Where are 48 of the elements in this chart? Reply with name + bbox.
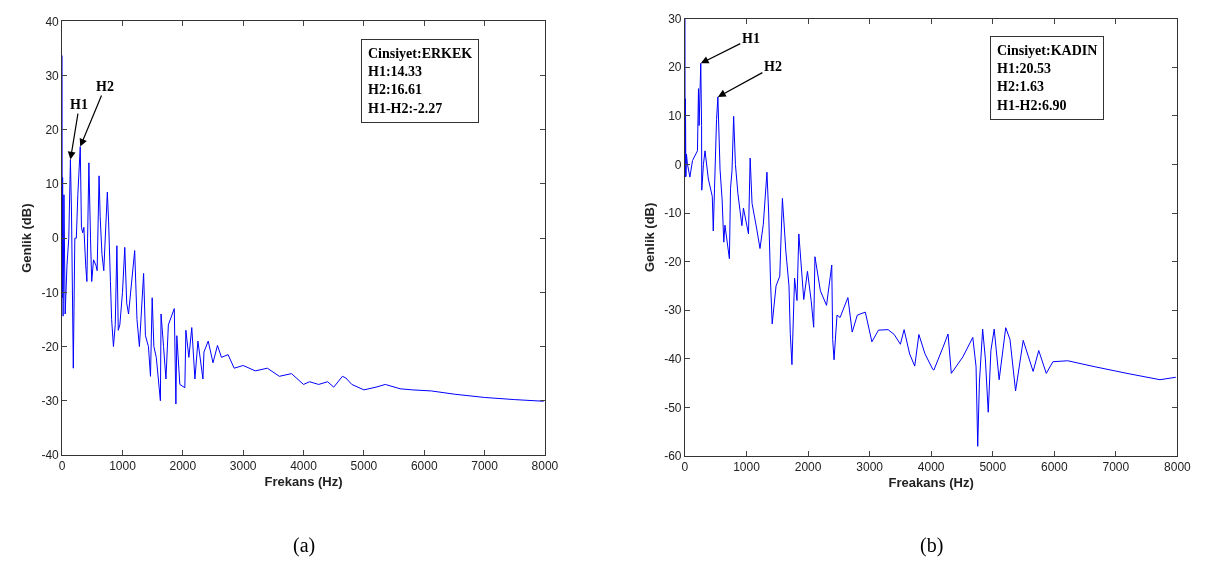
y-tick-label: 40: [45, 14, 60, 29]
x-tick-label: 1000: [733, 460, 761, 475]
y-tick-label: 20: [45, 122, 60, 137]
y-tick-label: -20: [41, 339, 60, 354]
y-tick-label: -50: [664, 400, 682, 415]
y-tick-label: -10: [41, 285, 60, 300]
annotation: Cinsiyet:KADIN H1:20.53 H2:1.63 H1-H2:6.90: [997, 43, 1098, 113]
annotation: H2: [764, 59, 782, 74]
x-tick-label: 6000: [410, 459, 438, 474]
y-tick-label: -40: [664, 352, 682, 367]
x-tick-label: 2000: [169, 459, 197, 474]
annotation: H2: [96, 79, 114, 94]
y-tick-label: 10: [668, 109, 682, 124]
y-axis-title: Genlik (dB): [642, 202, 658, 272]
x-tick-label: 3000: [856, 460, 884, 475]
x-tick-label: 8000: [531, 459, 559, 474]
x-tick-label: 2000: [794, 460, 822, 475]
y-tick-label: -20: [664, 254, 682, 269]
y-axis-title: Genlik (dB): [19, 203, 35, 273]
y-tick-label: 0: [52, 231, 60, 246]
x-tick-label: 4000: [290, 459, 318, 474]
x-tick-label: 6000: [1040, 460, 1068, 475]
x-tick-label: 1000: [109, 459, 137, 474]
annotation: H1: [742, 31, 760, 46]
text: (b): [920, 534, 944, 557]
x-axis-title: Frekans (Hz): [264, 473, 343, 489]
y-tick-label: 10: [45, 177, 60, 192]
y-tick-label: 30: [668, 11, 682, 26]
y-tick-label: -30: [41, 393, 60, 408]
text: (a): [293, 534, 316, 557]
x-tick-label: 7000: [471, 459, 499, 474]
x-axis-title: Freakans (Hz): [888, 474, 974, 490]
line-series: [684, 18, 1177, 447]
y-tick-label: -30: [664, 303, 682, 318]
y-tick-label: -10: [664, 206, 682, 221]
x-tick-label: 5000: [979, 460, 1007, 475]
x-tick-label: 8000: [1164, 460, 1192, 475]
x-tick-label: 5000: [350, 459, 378, 474]
x-tick-label: 4000: [917, 460, 945, 475]
y-tick-label: 30: [45, 68, 60, 83]
annotation: Cinsiyet:ERKEK H1:14.33 H2:16.61 H1-H2:-2.27: [368, 46, 473, 116]
annotation: H1: [70, 97, 88, 112]
y-tick-label: -40: [41, 448, 60, 463]
x-tick-label: 3000: [229, 459, 257, 474]
x-tick-label: 7000: [1102, 460, 1130, 475]
y-tick-label: -60: [664, 449, 682, 464]
y-tick-label: 20: [668, 60, 682, 75]
y-tick-label: 0: [674, 157, 682, 172]
